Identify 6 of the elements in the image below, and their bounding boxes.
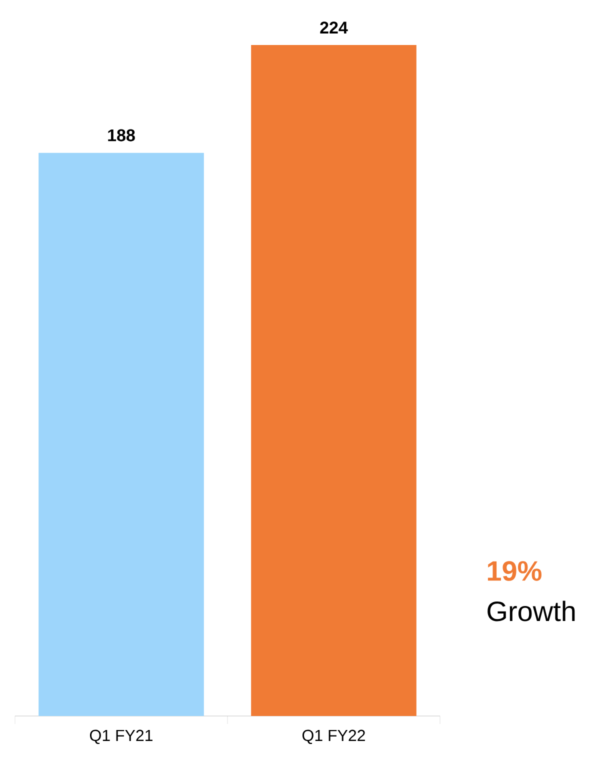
x-tick-label: Q1 FY22 (302, 730, 365, 744)
x-tick-label: Q1 FY21 (90, 730, 152, 744)
text: Growth (488, 600, 575, 622)
text: 19% (488, 561, 542, 581)
data-label: 188 (108, 129, 135, 142)
data-label: 224 (320, 22, 348, 34)
